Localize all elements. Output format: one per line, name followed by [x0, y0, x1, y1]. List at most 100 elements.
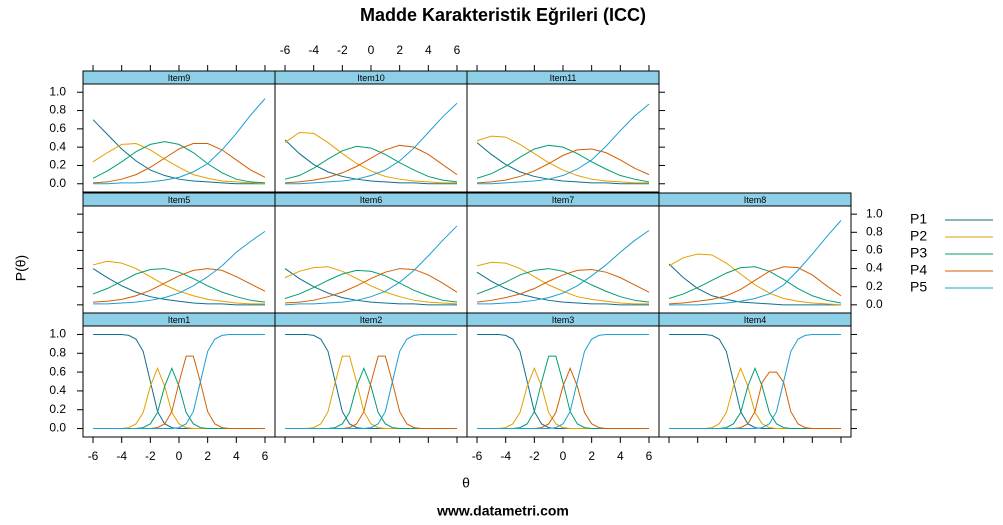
curve	[477, 333, 649, 430]
x-axis-label: θ	[462, 475, 470, 491]
y-tick-label: 0.0	[49, 421, 66, 435]
y-tick-label: 0.6	[49, 364, 66, 378]
x-tick-label: -2	[337, 43, 348, 57]
y-tick-label: 0.4	[866, 261, 883, 275]
x-tick-label: 4	[233, 449, 240, 463]
curve	[284, 268, 457, 306]
curve	[476, 268, 650, 303]
x-tick-label: 6	[646, 449, 653, 463]
x-tick-label: 2	[204, 449, 211, 463]
panel-title: Item5	[168, 195, 191, 205]
y-axis-label: P(θ)	[13, 255, 29, 281]
curve	[476, 144, 650, 183]
footer: www.datametri.com	[436, 503, 569, 519]
curve	[668, 253, 842, 306]
panel-title: Item1	[168, 315, 191, 325]
x-tick-label: 0	[368, 43, 375, 57]
y-tick-label: 0.6	[866, 243, 883, 257]
curve	[93, 98, 266, 185]
x-tick-label: -2	[145, 449, 156, 463]
curve	[92, 268, 265, 306]
curve	[92, 141, 266, 184]
y-tick-label: 1.0	[49, 84, 66, 98]
y-tick-label: 0.6	[49, 121, 66, 135]
curve	[476, 261, 649, 305]
curve	[285, 333, 457, 430]
curve	[284, 145, 458, 183]
curve	[92, 268, 266, 303]
curve	[476, 268, 650, 303]
y-tick-label: 0.2	[49, 158, 66, 172]
curve	[669, 333, 841, 430]
y-tick-label: 0.8	[49, 103, 66, 117]
x-tick-label: 4	[425, 43, 432, 57]
y-tick-label: 0.4	[49, 383, 66, 397]
curve	[284, 266, 458, 305]
curve	[668, 263, 841, 306]
y-tick-label: 0.2	[866, 279, 883, 293]
curve	[476, 135, 649, 184]
x-tick-label: 2	[588, 449, 595, 463]
curve	[92, 119, 265, 185]
curve	[476, 142, 649, 185]
curve	[93, 333, 265, 430]
curve	[92, 260, 265, 305]
x-tick-label: -6	[280, 43, 291, 57]
panel-title: Item4	[744, 315, 767, 325]
curve	[668, 266, 842, 305]
x-tick-label: 6	[262, 449, 269, 463]
panel-title: Item3	[552, 315, 575, 325]
x-tick-label: -4	[116, 449, 127, 463]
x-tick-label: -6	[88, 449, 99, 463]
panel-title: Item10	[357, 73, 385, 83]
curve	[476, 271, 649, 306]
x-tick-label: 0	[560, 449, 567, 463]
panel-title: Item8	[744, 195, 767, 205]
legend-label: P4	[910, 262, 927, 278]
y-tick-label: 0.0	[49, 176, 66, 190]
curve	[476, 148, 650, 184]
y-tick-label: 0.2	[49, 402, 66, 416]
x-tick-label: 2	[396, 43, 403, 57]
y-tick-label: 0.4	[49, 139, 66, 153]
curve	[668, 266, 842, 304]
curve	[284, 131, 457, 184]
y-tick-label: 0.0	[866, 297, 883, 311]
panel-title: Item2	[360, 315, 383, 325]
x-tick-label: -4	[308, 43, 319, 57]
curve	[284, 139, 457, 185]
panel-frame	[466, 83, 660, 193]
curve	[477, 103, 650, 185]
curve	[93, 230, 266, 305]
chart-title: Madde Karakteristik Eğrileri (ICC)	[360, 5, 646, 25]
panel-title: Item11	[550, 73, 577, 83]
curve	[669, 220, 842, 306]
legend-label: P3	[910, 245, 927, 261]
curve	[477, 230, 650, 305]
curve	[92, 142, 266, 184]
curve	[284, 225, 458, 306]
x-tick-label: -2	[529, 449, 540, 463]
curve	[92, 142, 266, 185]
x-tick-label: 4	[617, 449, 624, 463]
curve	[284, 269, 458, 303]
y-tick-label: 1.0	[866, 206, 883, 220]
curve	[284, 144, 458, 184]
curve	[92, 268, 266, 303]
x-tick-label: -6	[472, 449, 483, 463]
panel-frame	[658, 205, 852, 314]
y-tick-label: 0.8	[866, 224, 883, 238]
legend-label: P2	[910, 228, 927, 244]
curve	[285, 102, 458, 185]
x-tick-label: 0	[176, 449, 183, 463]
panel-title: Item6	[360, 195, 383, 205]
curve	[284, 268, 458, 304]
panel-title: Item9	[168, 73, 191, 83]
panel-title: Item7	[552, 195, 575, 205]
x-tick-label: 6	[454, 43, 461, 57]
x-tick-label: -4	[500, 449, 511, 463]
legend-label: P1	[910, 211, 927, 227]
y-tick-label: 1.0	[49, 327, 66, 341]
legend-label: P5	[910, 279, 927, 295]
